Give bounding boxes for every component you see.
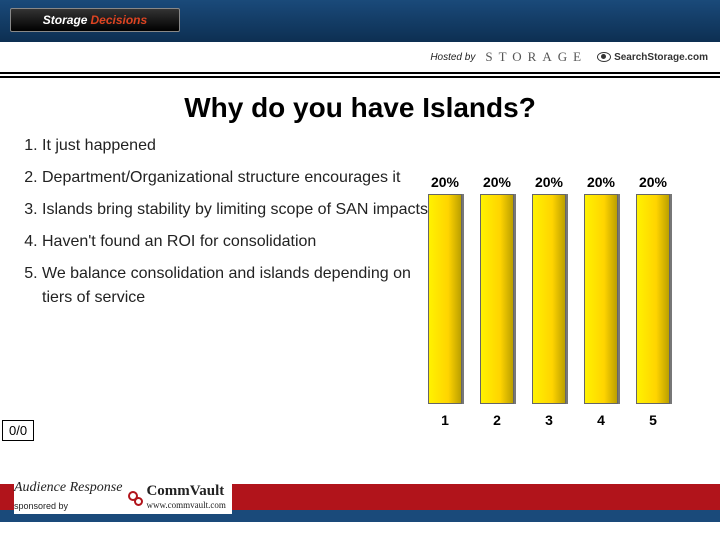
logo-word-2: Decisions: [90, 13, 147, 27]
bar-percent-label: 20%: [587, 174, 615, 190]
bar-rect: [480, 194, 514, 404]
content-area: It just happened Department/Organization…: [0, 134, 720, 434]
bar-percent-label: 20%: [639, 174, 667, 190]
bar-category-label: 2: [480, 412, 514, 428]
divider: [0, 76, 720, 78]
bar-category-label: 4: [584, 412, 618, 428]
bar-category-label: 5: [636, 412, 670, 428]
chart-bar: 20%: [636, 174, 670, 404]
logo-word-1: Storage: [43, 13, 88, 27]
audience-response-label: Audience Response: [14, 480, 122, 495]
slide-title: Why do you have Islands?: [0, 92, 720, 124]
searchstorage-logo: SearchStorage.com: [597, 52, 708, 63]
sponsored-by-label: sponsored by: [14, 501, 68, 511]
chart-bar: 20%: [480, 174, 514, 404]
bar-chart: 20% 1 20% 2 20% 3 20% 4 20% 5: [428, 154, 688, 434]
footer: Audience Response sponsored by CommVault…: [0, 484, 720, 540]
hosted-by-strip: Hosted by STORAGE SearchStorage.com: [0, 42, 720, 74]
chart-bar: 20%: [428, 174, 462, 404]
answers-list: It just happened Department/Organization…: [18, 134, 428, 434]
answer-item: Haven't found an ROI for consolidation: [42, 230, 428, 254]
bar-percent-label: 20%: [483, 174, 511, 190]
answer-item: Department/Organizational structure enco…: [42, 166, 428, 190]
audience-response-sponsor: Audience Response sponsored by CommVault…: [14, 478, 232, 514]
chart-bar: 20%: [532, 174, 566, 404]
bar-percent-label: 20%: [431, 174, 459, 190]
commvault-icon: [128, 491, 138, 501]
commvault-logo: CommVault www.commvault.com: [146, 483, 225, 510]
hosted-by-label: Hosted by: [430, 52, 475, 63]
bar-rect: [532, 194, 566, 404]
chart-bar: 20%: [584, 174, 618, 404]
chart-area: 20% 1 20% 2 20% 3 20% 4 20% 5: [428, 134, 702, 434]
answer-item: Islands bring stability by limiting scop…: [42, 198, 428, 222]
eye-icon: [597, 52, 611, 62]
bar-category-label: 3: [532, 412, 566, 428]
response-counter: 0/0: [2, 420, 34, 441]
top-banner: Storage Decisions: [0, 0, 720, 42]
commvault-url: www.commvault.com: [146, 500, 225, 510]
answer-item: We balance consolidation and islands dep…: [42, 262, 428, 310]
storage-decisions-logo: Storage Decisions: [10, 8, 180, 32]
bar-rect: [428, 194, 462, 404]
bar-rect: [584, 194, 618, 404]
storage-magazine-logo: STORAGE: [485, 49, 587, 65]
bar-rect: [636, 194, 670, 404]
bar-category-label: 1: [428, 412, 462, 428]
searchstorage-text: SearchStorage.com: [614, 52, 708, 63]
answer-item: It just happened: [42, 134, 428, 158]
bar-percent-label: 20%: [535, 174, 563, 190]
commvault-name: CommVault: [146, 483, 224, 499]
